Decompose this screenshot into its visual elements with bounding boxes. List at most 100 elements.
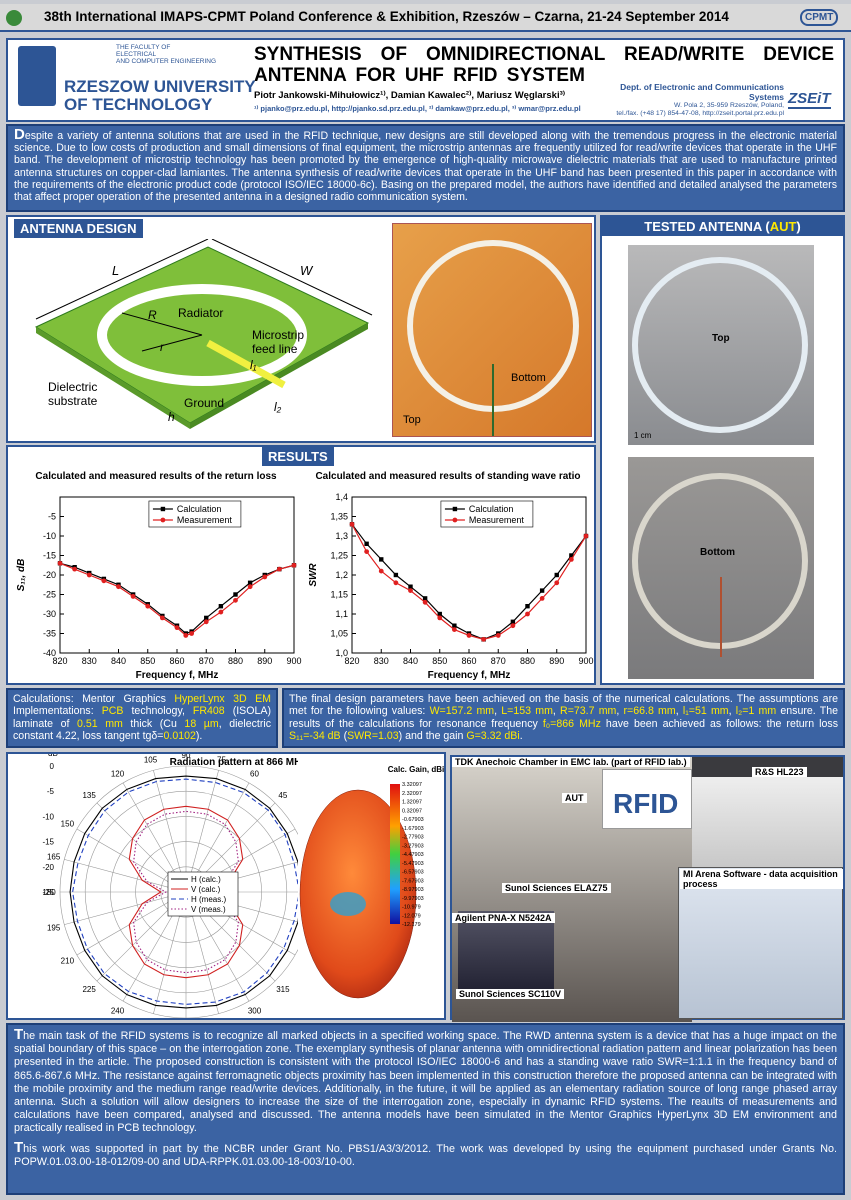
x-tick-label: 860 xyxy=(461,656,476,666)
final-design: The final design parameters have been ac… xyxy=(282,688,845,748)
text: Implementations: xyxy=(13,705,102,718)
photo-label: R&S HL223 xyxy=(752,767,807,777)
highlight: 18 µm xyxy=(184,717,219,730)
legend-label: V (meas.) xyxy=(191,905,226,914)
legend-label: Calculation xyxy=(177,504,222,514)
theta-tick-label: 180 xyxy=(42,888,56,897)
marker xyxy=(466,633,472,638)
y-tick-label: 1,2 xyxy=(335,570,348,580)
r-tick-label: -20 xyxy=(42,863,54,872)
theta-tick-label: 165 xyxy=(47,853,61,862)
x-tick-label: 890 xyxy=(257,656,272,666)
y-tick-label: 1,0 xyxy=(335,648,348,658)
y-tick-label: 1,05 xyxy=(330,629,348,639)
marker xyxy=(86,572,92,578)
section-heading: ANTENNA DESIGN xyxy=(14,219,143,238)
theta-tick-label: 315 xyxy=(276,985,290,994)
chart-title: Calculated and measured results of the r… xyxy=(35,471,277,482)
text: ensure. The results of the calculations … xyxy=(289,705,838,730)
marker xyxy=(159,615,165,621)
marker xyxy=(189,631,195,636)
colorbar-label: 2.32097 xyxy=(402,791,422,797)
department-contact: tel./fax. (+48 17) 854-47-08, http://zse… xyxy=(616,110,784,117)
department: Dept. of Electronic and Communications S… xyxy=(608,82,784,118)
funding: This work was supported in part by the N… xyxy=(14,1138,837,1168)
y-tick-label: 1,35 xyxy=(330,512,348,522)
text: (ISOLA) laminate of xyxy=(13,705,271,730)
x-tick-label: 880 xyxy=(228,656,243,666)
marker xyxy=(349,521,355,527)
legend-label: Measurement xyxy=(469,515,525,525)
colorbar-label: 3.32097 xyxy=(402,782,422,788)
y-tick-label: 1,1 xyxy=(335,609,348,619)
text: Calculations: Mentor Graphics xyxy=(13,693,175,705)
marker xyxy=(130,594,136,599)
highlight: HyperLynx 3D EM xyxy=(174,693,272,705)
rfid-logo-box: RFID xyxy=(602,769,692,829)
authors: Piotr Jankowski-Mihułowicz¹⁾, Damian Kaw… xyxy=(254,90,566,101)
x-tick-label: 900 xyxy=(286,656,301,666)
imaps-logo xyxy=(6,10,22,26)
photo-label: TDK Anechoic Chamber in EMC lab. (part o… xyxy=(452,757,690,767)
section-heading: RESULTS xyxy=(262,447,334,466)
legend-marker xyxy=(160,506,166,512)
colorbar-label: -12.079 xyxy=(402,913,421,919)
faculty-line: ELECTRICAL xyxy=(116,51,157,58)
colorbar-label: -3.27903 xyxy=(402,843,424,849)
university-name: RZESZOW UNIVERSITY OF TECHNOLOGY xyxy=(64,78,256,114)
marker xyxy=(204,615,209,621)
highlight: S₁₁=-34 dB xyxy=(289,730,341,743)
highlight: f₀=866 MHz xyxy=(542,717,601,730)
x-tick-label: 840 xyxy=(111,656,126,666)
marker xyxy=(525,604,530,609)
series-line xyxy=(59,562,295,637)
marker xyxy=(437,611,442,617)
x-tick-label: 870 xyxy=(491,656,506,666)
theta-tick-label: 300 xyxy=(248,1007,262,1016)
faculty-line: AND COMPUTER ENGINEERING xyxy=(116,58,217,65)
series-line xyxy=(72,778,298,1005)
y-tick-label: -20 xyxy=(43,570,56,580)
highlight: R=73.7 mm xyxy=(560,705,617,718)
r-tick-label: -15 xyxy=(42,838,54,847)
vna-photo xyxy=(458,911,554,991)
text: , dielectric constant 4.22, loss tangent… xyxy=(13,717,272,743)
text: , xyxy=(728,705,736,718)
theta-tick-label: 105 xyxy=(144,756,158,765)
text: ( xyxy=(340,730,348,743)
x-axis-label: Frequency f, MHz xyxy=(428,670,511,681)
legend-marker xyxy=(160,517,166,523)
marker xyxy=(218,604,224,609)
r-tick-label: -10 xyxy=(42,812,54,821)
faculty: THE FACULTY OF ELECTRICAL AND COMPUTER E… xyxy=(116,44,216,65)
marker xyxy=(203,619,209,625)
contacts: ¹⁾ pjanko@prz.edu.pl, http://pjanko.sd.p… xyxy=(254,104,581,113)
theta-tick-label: 45 xyxy=(278,791,287,800)
r-tick-label: 0 xyxy=(50,762,55,771)
return-loss-chart: Calculated and measured results of the r… xyxy=(16,471,302,681)
marker xyxy=(554,580,560,586)
theta-tick-label: 75 xyxy=(217,756,226,765)
colorbar-label: -10.979 xyxy=(402,905,421,911)
highlight: G=3.32 dBi xyxy=(466,730,520,743)
cpmt-logo: CPMT xyxy=(800,9,839,26)
x-tick-label: 830 xyxy=(374,656,389,666)
pattern-3d-null xyxy=(330,892,366,916)
conclusion: The main task of the RFID systems is to … xyxy=(14,1026,837,1135)
x-tick-label: 830 xyxy=(82,656,97,666)
rfid-logo: RFID xyxy=(613,788,679,819)
marker xyxy=(437,615,443,621)
r-tick-label: -25 xyxy=(42,888,54,897)
theta-tick-label: 60 xyxy=(250,769,259,778)
university-logo xyxy=(18,46,56,106)
marker xyxy=(422,599,428,605)
dimension-line xyxy=(211,239,373,316)
lab-photos: RFID TDK Anechoic Chamber in EMC lab. (p… xyxy=(450,755,845,1022)
y-tick-label: -35 xyxy=(43,629,56,639)
calculations: Calculations: Mentor Graphics HyperLynx … xyxy=(6,688,278,748)
series-line xyxy=(133,810,239,974)
marker xyxy=(539,596,545,601)
part-label: Radiator xyxy=(178,306,223,320)
y-tick-label: 1,4 xyxy=(335,492,348,502)
